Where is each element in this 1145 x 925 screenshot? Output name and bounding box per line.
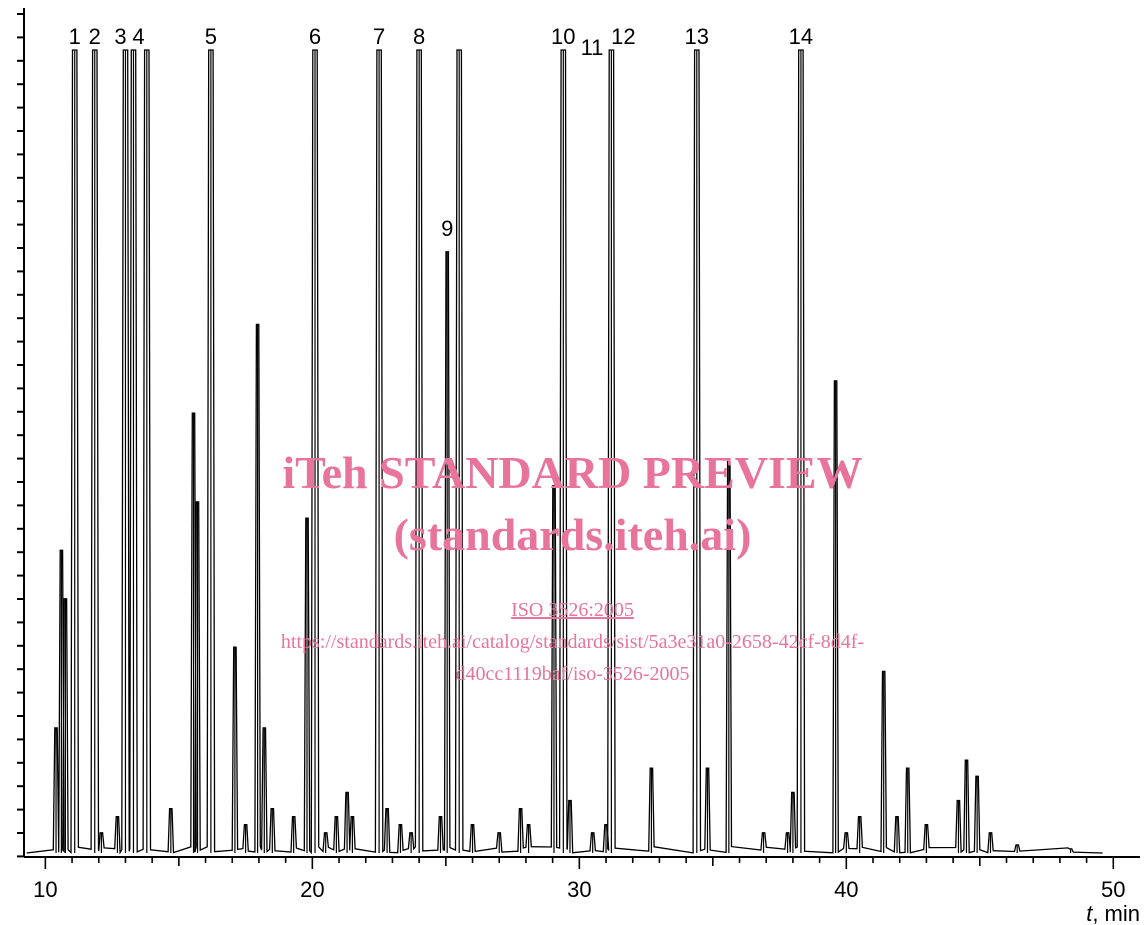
watermark-url-line-1[interactable]: https://standards.iteh.ai/catalog/standa… <box>280 631 865 653</box>
peak-label: 12 <box>611 24 635 49</box>
x-tick-label: 30 <box>567 877 591 902</box>
watermark-iso-link[interactable]: ISO 3526:2005 <box>511 599 634 621</box>
peak-label: 10 <box>551 24 575 49</box>
peak-label: 13 <box>685 24 709 49</box>
watermark-subtitle: (standards.iteh.ai) <box>393 509 752 560</box>
x-tick-label: 10 <box>33 877 57 902</box>
axes <box>17 8 1140 858</box>
x-tick-label: 20 <box>300 877 324 902</box>
peak-label: 5 <box>205 24 217 49</box>
x-tick-label: 50 <box>1101 877 1125 902</box>
chromatogram-trace <box>26 49 1103 855</box>
x-axis-unit-label: t, min <box>1086 901 1140 925</box>
peak-label: 1 <box>69 24 81 49</box>
peak-label: 4 <box>132 24 144 49</box>
peak-label: 6 <box>309 24 321 49</box>
x-axis-ticks: 10 20 30 40 50 <box>33 857 1126 902</box>
watermark-title: iTeh STANDARD PREVIEW <box>282 447 863 498</box>
peak-label: 7 <box>373 24 385 49</box>
peak-label: 9 <box>441 216 453 241</box>
x-tick-label: 40 <box>834 877 858 902</box>
watermark-url-line-2[interactable]: d40cc1119baf/iso-3526-2005 <box>455 663 690 685</box>
peak-label: 14 <box>789 24 813 49</box>
peak-label: 3 <box>114 24 126 49</box>
peak-label: 8 <box>413 24 425 49</box>
peak-label: 2 <box>89 24 101 49</box>
peak-label: 11 <box>581 35 604 60</box>
